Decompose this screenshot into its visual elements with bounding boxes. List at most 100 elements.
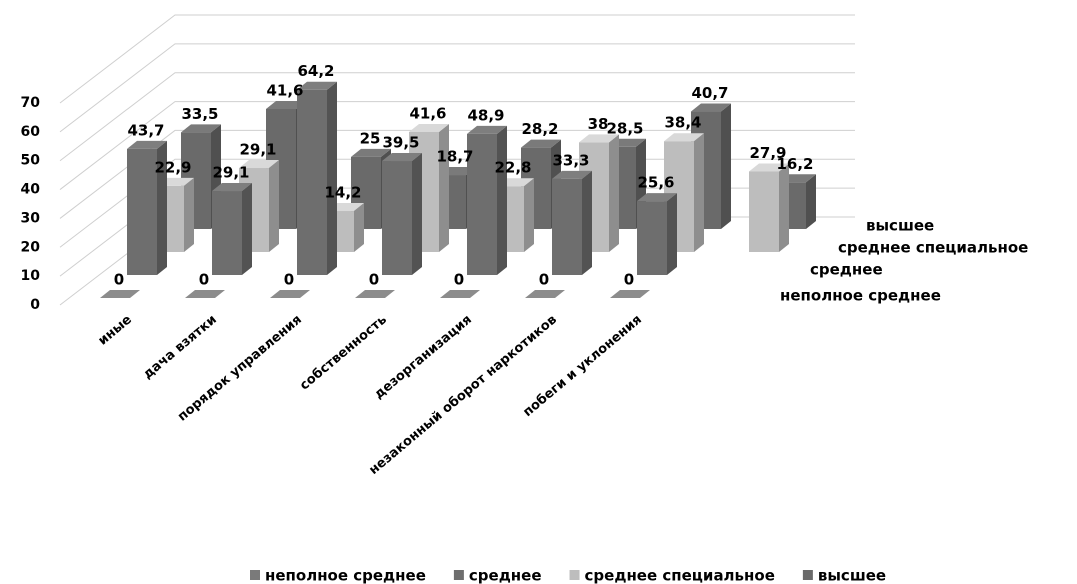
- bar-top: [525, 290, 565, 298]
- bar-top: [579, 134, 619, 143]
- legend-label: среднее специальное: [585, 567, 775, 584]
- x-tick-label: незаконный оборот наркотиков: [366, 312, 559, 478]
- bar-top: [181, 124, 221, 133]
- value-label: 40,7: [691, 84, 728, 102]
- bar-front: [637, 201, 667, 275]
- value-label: 14,2: [324, 184, 361, 202]
- legend-swatch: [453, 570, 464, 580]
- grid-line: [59, 72, 855, 162]
- bar-top: [521, 139, 561, 148]
- value-label: 29,1: [212, 164, 249, 182]
- value-label: 41,6: [409, 104, 446, 122]
- grid-line: [59, 14, 855, 104]
- bar-front: [467, 133, 497, 275]
- labels: 0 10 20 30 40 50 60 70 33,5 41,6 25 18,7 28,2 28,5 40,…: [21, 62, 1029, 584]
- bar-top: [637, 193, 677, 202]
- bar-top: [297, 81, 337, 90]
- value-label: 18,7: [436, 148, 473, 166]
- legend-label: высшее: [818, 567, 886, 584]
- value-label: 33,5: [181, 105, 218, 123]
- y-tick-label: 10: [21, 268, 41, 284]
- depth-label: среднее: [810, 261, 883, 279]
- value-label: 29,1: [239, 141, 276, 159]
- x-tick-label: иные: [96, 312, 135, 348]
- bar-side: [582, 170, 592, 275]
- bar-front: [212, 191, 242, 275]
- bar-side: [327, 81, 337, 275]
- bar-side: [694, 133, 704, 252]
- bar-front: [382, 161, 412, 275]
- value-label: 41,6: [266, 81, 303, 99]
- bar-side: [157, 140, 167, 275]
- y-tick-label: 30: [21, 210, 41, 226]
- y-tick-label: 20: [21, 239, 41, 255]
- bar-side: [354, 203, 364, 252]
- value-label: 0: [454, 271, 464, 289]
- value-label: 0: [199, 271, 209, 289]
- bar-top: [552, 170, 592, 179]
- value-label: 33,3: [552, 151, 589, 169]
- value-label: 25,6: [637, 174, 674, 192]
- x-tick-label: собственность: [297, 312, 390, 393]
- value-label: 48,9: [467, 106, 504, 124]
- value-label: 38: [588, 115, 609, 133]
- bar-side: [667, 193, 677, 275]
- bar-top: [467, 125, 507, 134]
- value-label: 0: [539, 271, 549, 289]
- value-label: 43,7: [127, 121, 164, 139]
- bar-front: [552, 178, 582, 275]
- value-label: 0: [624, 271, 634, 289]
- bar-top: [100, 290, 140, 298]
- bar-top: [440, 290, 480, 298]
- bar-top: [409, 123, 449, 132]
- value-label: 27,9: [749, 144, 786, 162]
- y-tick-label: 60: [21, 124, 41, 140]
- bar-top: [691, 103, 731, 112]
- bar-side: [806, 174, 816, 229]
- value-label: 25: [360, 129, 381, 147]
- depth-label: неполное среднее: [780, 287, 941, 305]
- grid-line: [59, 129, 855, 219]
- legend-swatch: [569, 570, 580, 580]
- bar-front: [297, 89, 327, 275]
- value-label: 64,2: [297, 62, 334, 80]
- bar-side: [779, 163, 789, 252]
- depth-label: среднее специальное: [838, 239, 1028, 257]
- bar-top: [351, 148, 391, 157]
- bar-side: [242, 183, 252, 275]
- bar-side: [439, 123, 449, 252]
- legend-label: неполное среднее: [265, 567, 426, 584]
- value-label: 22,9: [154, 158, 191, 176]
- y-tick-label: 40: [21, 182, 41, 198]
- bar-side: [184, 177, 194, 252]
- y-tick-label: 70: [21, 95, 41, 111]
- bar-top: [749, 163, 789, 172]
- depth-label: высшее: [866, 217, 934, 235]
- bar-side: [721, 103, 731, 229]
- value-label: 0: [369, 271, 379, 289]
- value-label: 0: [114, 271, 124, 289]
- bar-top: [270, 290, 310, 298]
- bar-top: [239, 160, 279, 169]
- bar-front: [749, 171, 779, 252]
- legend-swatch: [250, 570, 260, 580]
- bar-top: [382, 153, 422, 162]
- legend-swatch: [802, 570, 813, 580]
- grid-line: [59, 43, 855, 133]
- bar-top: [266, 100, 306, 109]
- y-tick-label: 50: [21, 153, 41, 169]
- value-label: 38,4: [664, 114, 701, 132]
- bar-side: [497, 125, 507, 275]
- bar-side: [609, 134, 619, 252]
- bar-side: [412, 153, 422, 275]
- value-label: 28,2: [521, 120, 558, 138]
- bars: [100, 81, 816, 298]
- x-tick-label: дача взятки: [140, 312, 219, 382]
- bar-top: [127, 140, 167, 149]
- y-tick-label: 0: [30, 297, 40, 313]
- grid: [59, 14, 855, 306]
- grid-line: [59, 101, 855, 190]
- bar-top: [355, 290, 395, 298]
- bar-top: [212, 183, 252, 192]
